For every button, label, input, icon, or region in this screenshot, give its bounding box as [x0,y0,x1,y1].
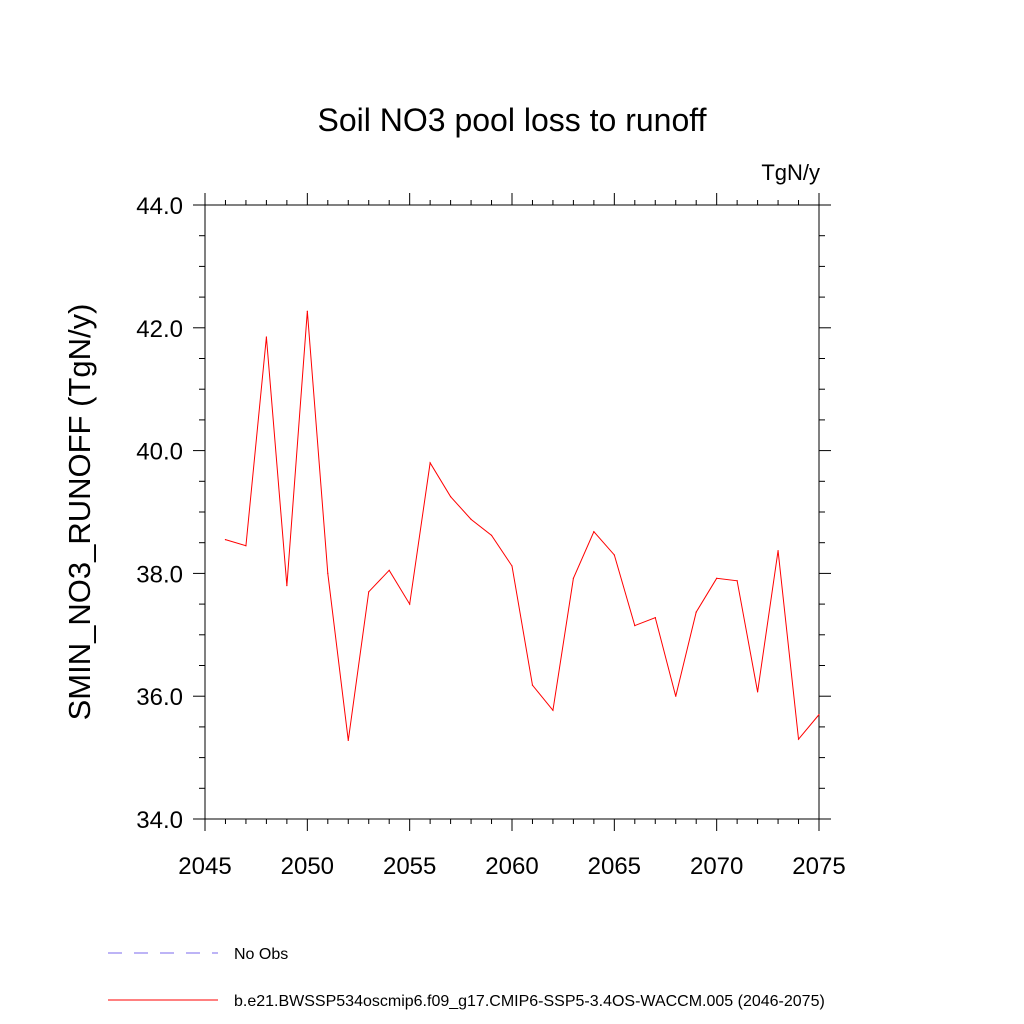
data-point [265,336,267,338]
data-point [777,550,779,552]
x-tick-label: 2060 [485,853,538,880]
data-point [347,739,349,742]
data-point [490,534,493,536]
data-point [572,577,575,579]
y-tick-label: 44.0 [136,193,183,220]
data-point [634,624,636,627]
x-tick-label: 2055 [383,853,436,880]
x-tick-label: 2070 [690,853,743,880]
legend-label-series: b.e21.BWSSP534oscmip6.f09_g17.CMIP6-SSP5… [234,993,825,1010]
y-tick-label: 36.0 [136,684,183,711]
y-tick-label: 42.0 [136,316,183,343]
data-point [388,569,390,571]
data-point [306,310,308,312]
legend-label-no-obs: No Obs [234,946,288,963]
data-point [593,531,595,533]
plot-frame [204,204,820,820]
y-axis: 34.0 36.0 38.0 40.0 42.0 44.0 [136,193,831,834]
data-point [450,496,452,498]
series-group [224,310,820,742]
data-point [368,591,370,593]
data-point [286,585,288,587]
legend: No Obs b.e21.BWSSP534oscmip6.f09_g17.CMI… [108,946,825,1010]
data-point [327,572,329,575]
x-axis: 2045 2050 2055 2060 2065 2070 2075 [178,193,846,880]
y-tick-label: 34.0 [136,807,183,834]
data-point [613,554,615,556]
y-tick-label: 40.0 [136,439,183,466]
data-point [531,684,534,686]
data-point [675,695,677,697]
data-point [695,611,697,613]
data-point [224,539,227,541]
data-point [245,545,247,547]
series-line-0 [225,311,820,741]
units-label: TgN/y [761,160,820,185]
data-point [511,565,513,567]
data-point [716,577,718,579]
data-point [409,603,411,605]
data-point [757,691,759,693]
y-axis-label: SMIN_NO3_RUNOFF (TgN/y) [62,304,97,721]
data-point [736,580,738,582]
x-tick-label: 2045 [178,853,231,880]
y-tick-label: 38.0 [136,561,183,588]
x-tick-label: 2065 [588,853,641,880]
data-point [470,518,472,520]
x-tick-label: 2050 [281,853,334,880]
data-point [797,738,800,740]
data-point [654,617,656,619]
x-tick-label: 2075 [792,853,845,880]
data-point [552,709,554,711]
chart-title: Soil NO3 pool loss to runoff [318,102,707,138]
data-point [429,462,431,464]
data-point [818,714,820,716]
